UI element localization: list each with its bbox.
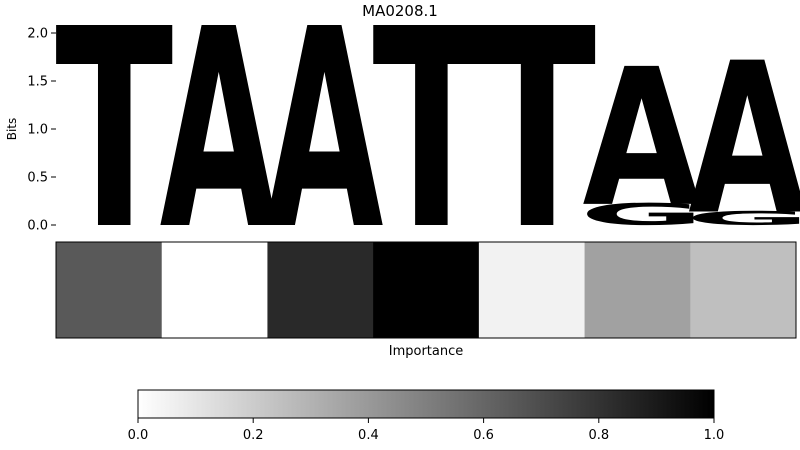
y-tick-label: 1.5: [27, 75, 48, 90]
colorbar: 0.0 0.2 0.4 0.6 0.8 1.0: [128, 389, 725, 443]
colorbar-tick-label: 0.2: [243, 428, 264, 443]
y-axis-label: Bits: [5, 118, 19, 141]
y-tick-label: 2.0: [27, 27, 48, 42]
y-axis: 0.0 0.5 1.0 1.5 2.0: [27, 27, 56, 234]
heatmap-cell: [584, 242, 691, 338]
chart-title: MA0208.1: [362, 2, 438, 20]
heatmap-cell: [161, 242, 268, 338]
logo-letter-G: G: [579, 197, 704, 232]
heatmap-cell: [56, 242, 163, 338]
importance-heatmap: Importance: [55, 241, 797, 359]
y-tick-label: 1.0: [27, 123, 48, 138]
logo-letter-A: A: [583, 28, 701, 249]
heatmap-cell: [478, 242, 586, 338]
heatmap-xlabel: Importance: [389, 344, 464, 359]
heatmap-cell: [267, 242, 374, 338]
colorbar-tick-label: 0.6: [473, 428, 494, 443]
heatmap-cell: [690, 242, 797, 338]
colorbar-tick-label: 0.0: [128, 428, 149, 443]
logo-letter-G: G: [685, 207, 800, 229]
colorbar-tick-label: 0.8: [588, 428, 609, 443]
logo-letter-A: A: [688, 19, 800, 262]
colorbar-tick-label: 0.4: [358, 428, 379, 443]
colorbar-gradient: [137, 389, 715, 419]
colorbar-tick-label: 1.0: [704, 428, 725, 443]
heatmap-frame: [55, 241, 797, 339]
y-tick-label: 0.0: [27, 219, 48, 234]
heatmap-cell: [373, 242, 480, 338]
y-tick-label: 0.5: [27, 171, 48, 186]
